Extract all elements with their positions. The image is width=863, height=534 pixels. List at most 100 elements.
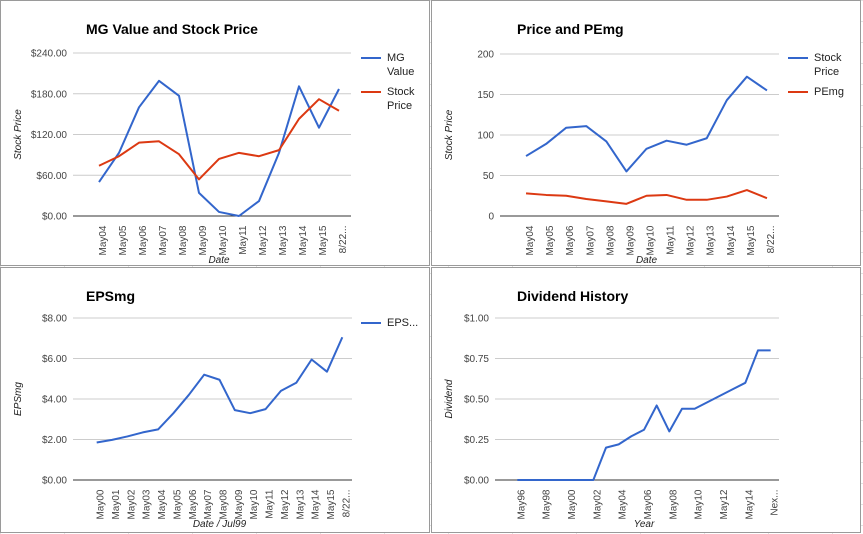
x-tick-label: May06 (643, 489, 654, 519)
y-axis-title: Stock Price (444, 109, 455, 160)
series-line (525, 189, 768, 205)
x-tick-label: May13 (278, 225, 289, 255)
x-tick-label: May10 (249, 489, 260, 519)
x-tick-label: May07 (158, 225, 169, 255)
legend-item: MG Value (361, 51, 419, 79)
x-axis-title: Date / Jul99 (193, 519, 247, 530)
y-tick-label: $0.25 (464, 435, 489, 446)
x-tick-label: May06 (138, 225, 149, 255)
x-tick-label: May02 (592, 489, 603, 519)
x-tick-label: May13 (706, 225, 717, 255)
legend-item: EPS... (361, 316, 421, 330)
legend: Stock Price PEmg (788, 51, 850, 105)
y-tick-label: $60.00 (36, 171, 67, 182)
x-tick-label: May96 (516, 489, 527, 519)
chart-title: Dividend History (517, 288, 628, 304)
legend-label: EPS... (387, 317, 419, 329)
y-tick-label: 0 (488, 212, 494, 223)
x-tick-label: May05 (545, 225, 556, 255)
x-tick-label: May98 (542, 489, 553, 519)
chart-panel: EPSmg $0.00 $2.00 $4.00 $6.00 $8.00 May00 May01… (0, 267, 430, 533)
x-tick-label: May08 (219, 489, 230, 519)
y-axis-title: Dividend (444, 379, 455, 418)
x-tick-label: May09 (625, 225, 636, 255)
x-tick-label: May12 (258, 225, 269, 255)
x-tick-label: May13 (295, 489, 306, 519)
y-tick-label: $0.00 (42, 476, 67, 487)
legend-swatch (361, 91, 381, 93)
y-tick-label: $0.75 (464, 354, 489, 365)
x-tick-label: May12 (719, 489, 730, 519)
chart-title: EPSmg (86, 288, 135, 304)
x-tick-label: May00 (96, 489, 107, 519)
x-tick-label: May15 (326, 489, 337, 519)
legend: EPS... (361, 316, 421, 336)
x-tick-label: May04 (618, 489, 629, 519)
x-tick-label: May00 (567, 489, 578, 519)
series-line (525, 75, 768, 173)
x-tick-label: May01 (111, 489, 122, 519)
chart-panel: Dividend History $0.00 $0.25 $0.50 $0.75 $1.0… (431, 267, 861, 533)
y-tick-label: $0.50 (464, 395, 489, 406)
x-tick-label: May15 (746, 225, 757, 255)
y-axis-title: EPSmg (13, 382, 24, 416)
x-tick-label: May11 (666, 225, 677, 255)
y-tick-label: 100 (477, 131, 494, 142)
chart: Dividend History $0.00 $0.25 $0.50 $0.75 $1.0… (444, 288, 781, 530)
legend: MG Value Stock Price (361, 51, 419, 119)
chart-title: Price and PEmg (517, 21, 624, 37)
chart: Price and PEmg 0 50 100 150 200 May04 May05 May0… (444, 21, 779, 265)
x-tick-label: May12 (686, 225, 697, 255)
x-tick-label: May09 (234, 489, 245, 519)
x-tick-label: May10 (694, 489, 705, 519)
x-tick-label: May10 (218, 225, 229, 255)
y-tick-label: $0.00 (464, 476, 489, 487)
chart-panel: MG Value and Stock Price $0.00 $60.00 $120.… (0, 0, 430, 266)
x-tick-label: May04 (157, 489, 168, 519)
x-tick-label: May08 (178, 225, 189, 255)
chart-panel: Price and PEmg 0 50 100 150 200 May04 May05 May0… (431, 0, 861, 266)
x-tick-label: Nex... (770, 490, 781, 516)
y-tick-label: 200 (477, 50, 494, 61)
x-tick-label: May14 (298, 225, 309, 255)
x-tick-label: May05 (172, 489, 183, 519)
legend-swatch (788, 91, 808, 93)
y-tick-label: $180.00 (31, 89, 68, 100)
legend-label: Stock Price (814, 52, 842, 78)
y-tick-label: $8.00 (42, 314, 67, 325)
series-line (98, 79, 340, 217)
x-tick-label: May12 (280, 489, 291, 519)
y-tick-label: 50 (483, 171, 495, 182)
x-tick-label: 8/22... (338, 226, 349, 254)
x-tick-label: May06 (188, 489, 199, 519)
y-tick-label: $240.00 (31, 49, 68, 60)
x-tick-label: May07 (203, 489, 214, 519)
chart: EPSmg $0.00 $2.00 $4.00 $6.00 $8.00 May00 May01… (13, 288, 352, 530)
x-tick-label: May14 (744, 489, 755, 519)
legend-label: MG Value (387, 52, 415, 78)
x-axis-title: Year (634, 519, 655, 530)
y-tick-label: $0.00 (42, 212, 67, 223)
y-tick-label: $120.00 (31, 130, 68, 141)
x-tick-label: May04 (525, 225, 536, 255)
x-tick-label: May08 (668, 489, 679, 519)
legend-label: Stock Price (387, 86, 415, 112)
legend-swatch (361, 57, 381, 59)
x-tick-label: May08 (605, 225, 616, 255)
y-axis-title: Stock Price (13, 109, 24, 160)
x-tick-label: May06 (565, 225, 576, 255)
legend-item: PEmg (788, 85, 850, 99)
legend-item: Stock Price (361, 85, 419, 113)
x-tick-label: May07 (585, 225, 596, 255)
x-tick-label: 8/22... (341, 490, 352, 518)
y-tick-label: $1.00 (464, 314, 489, 325)
legend-label: PEmg (814, 86, 844, 98)
x-tick-label: May10 (646, 225, 657, 255)
series-line (517, 349, 771, 481)
x-tick-label: May11 (265, 489, 276, 519)
x-tick-label: May03 (142, 489, 153, 519)
series-line (96, 336, 344, 444)
x-tick-label: May02 (126, 489, 137, 519)
y-tick-label: $4.00 (42, 395, 67, 406)
